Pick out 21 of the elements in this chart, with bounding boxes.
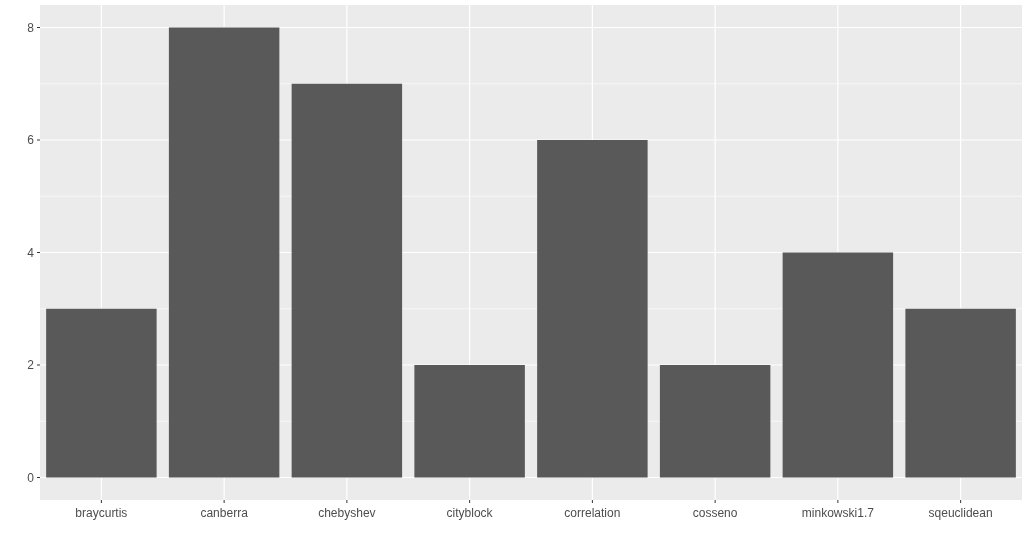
bar <box>168 27 280 478</box>
x-tick-label: correlation <box>564 506 621 520</box>
x-tick-label: chebyshev <box>318 506 376 520</box>
bar <box>659 365 771 478</box>
bar <box>291 83 403 478</box>
y-tick-label: 6 <box>27 133 35 148</box>
x-tick-label: cosseno <box>692 506 738 520</box>
x-tick-label: sqeuclidean <box>928 506 993 520</box>
y-tick-label: 0 <box>27 470 35 485</box>
x-tick-label: minkowski1.7 <box>801 506 875 520</box>
bar <box>905 308 1016 478</box>
bar <box>537 140 648 478</box>
bar <box>414 365 525 478</box>
x-tick-label: canberra <box>200 506 249 520</box>
y-tick-label: 4 <box>27 245 35 260</box>
bar <box>782 252 894 478</box>
y-tick-label: 8 <box>27 20 35 35</box>
x-tick-label: braycurtis <box>75 506 128 520</box>
y-tick-label: 2 <box>27 358 35 373</box>
x-tick-label: cityblock <box>446 506 494 520</box>
bar <box>46 308 157 478</box>
